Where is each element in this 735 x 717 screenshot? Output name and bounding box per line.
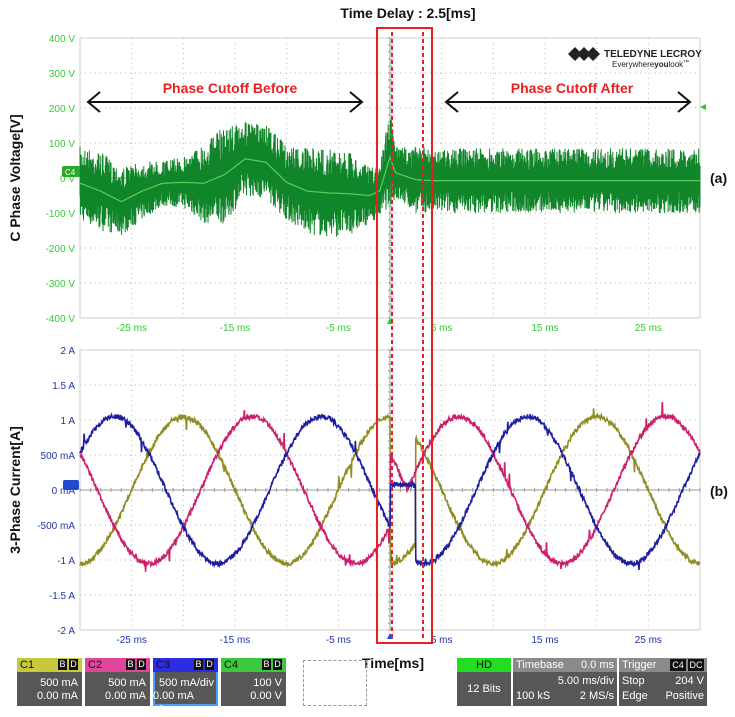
channel-flag: D: [69, 659, 78, 670]
trigger-coupling: DC: [688, 659, 704, 671]
channel-scale: 500 mA: [40, 677, 78, 689]
x-tick-label: 15 ms: [531, 323, 558, 334]
y-tick-label: -100 V: [46, 209, 76, 220]
y-tick-label: 0 V: [60, 174, 75, 185]
x-tick-label: -5 ms: [326, 635, 351, 646]
channel-offset: 0.00 mA: [105, 690, 146, 702]
channel-scale: 500 mA/div: [158, 677, 214, 689]
channel-flag: D: [137, 659, 146, 670]
x-tick-label: -15 ms: [220, 635, 251, 646]
x-tick-label: -25 ms: [116, 635, 147, 646]
y-tick-label: 1.5 A: [52, 381, 75, 392]
timebase-header: [513, 658, 617, 672]
timebase-label: Timebase: [516, 659, 564, 671]
trigger-label: Trigger: [622, 659, 657, 671]
channel-box-c4[interactable]: C4 B D 100 V 0.00 V: [221, 658, 286, 706]
delay-highlight-box: [376, 27, 433, 644]
x-tick-label: 25 ms: [635, 323, 662, 334]
svg-text:C4: C4: [65, 168, 76, 177]
channel-flag: B: [262, 659, 271, 670]
hd-box[interactable]: HD 12 Bits: [457, 658, 511, 706]
y-tick-label: 400 V: [49, 34, 75, 45]
cutoff-after-arrow: [444, 91, 692, 113]
channel-box-c3[interactable]: C3 B D 500 mA/div 0.00 mA ofst: [153, 658, 218, 716]
x-tick-label: 25 ms: [635, 635, 662, 646]
channel-scale: 500 mA: [108, 677, 146, 689]
x-tick-label: 15 ms: [531, 635, 558, 646]
x-tick-label: -5 ms: [326, 323, 351, 334]
trigger-box[interactable]: Trigger C4 DC Stop 204 V Edge Positive: [619, 658, 707, 706]
cutoff-before-arrow: [86, 91, 364, 113]
voltage-trace-c4: [79, 119, 701, 237]
trigger-channel: C4: [670, 659, 686, 671]
current-traces: [79, 401, 701, 572]
y-tick-label: -2 A: [57, 626, 75, 637]
x-axis-title: Time[ms]: [362, 655, 424, 671]
timebase-delay: 0.0 ms: [580, 659, 614, 671]
y-tick-label: 100 V: [49, 139, 75, 150]
y-axis-title-current: 3-Phase Current[A]: [7, 426, 23, 554]
trigger-level: 204 V: [675, 675, 704, 687]
y-tick-label: 200 V: [49, 104, 75, 115]
y-tick-label: 1 A: [61, 416, 76, 427]
channel-flag: B: [194, 659, 203, 670]
hd-label: HD: [457, 658, 511, 672]
current-ground-marker: [63, 480, 79, 490]
hd-bits: 12 Bits: [467, 683, 501, 695]
y-tick-label: -1.5 A: [49, 591, 75, 602]
y-tick-label: -300 V: [46, 279, 76, 290]
channel-flag: B: [58, 659, 67, 670]
current-trace-c1: [79, 408, 701, 569]
label-b: (b): [710, 483, 728, 499]
svg-text:Everywhereyoulook™: Everywhereyoulook™: [612, 59, 689, 69]
acquisition-info-bar: HD 12 Bits Timebase 0.0 ms 5.00 ms/div 1…: [457, 658, 707, 706]
channel-offset: 0.00 V: [250, 690, 282, 702]
y-tick-label: 0 mA: [52, 486, 76, 497]
x-tick-label: 5 ms: [431, 635, 453, 646]
timebase-box[interactable]: Timebase 0.0 ms 5.00 ms/div 100 kS 2 MS/…: [513, 658, 617, 706]
current-trace-c3: [79, 412, 701, 570]
teledyne-lecroy-logo: TELEDYNE LECROY Everywhereyoulook™: [568, 47, 702, 69]
empty-channel-slot: [303, 660, 367, 706]
cutoff-before-label: Phase Cutoff Before: [163, 80, 298, 96]
y-tick-label: 300 V: [49, 69, 75, 80]
channel-flag: B: [126, 659, 135, 670]
trigger-slope: Positive: [665, 690, 704, 702]
timebase-rate: 2 MS/s: [579, 690, 614, 702]
label-a: (a): [710, 170, 727, 186]
voltage-trace-c4-center: [79, 155, 700, 203]
voltage-tick-labels: 400 V 300 V 200 V 100 V 0 V -100 V -200 V -300 …: [46, 34, 662, 334]
channel-flag: D: [205, 659, 214, 670]
y-tick-label: -1 A: [57, 556, 75, 567]
timebase-per-div: 5.00 ms/div: [557, 675, 614, 687]
svg-text:TELEDYNE LECROY: TELEDYNE LECROY: [604, 49, 702, 60]
c4-channel-marker: C4: [62, 166, 80, 177]
voltage-traces: [79, 119, 701, 237]
channel-info-bar: C1 B D 500 mA 0.00 mA C2 B D 500 mA 0.00 mA C3 B D 50…: [17, 658, 367, 716]
trigger-type: Edge: [622, 690, 648, 702]
timebase-samples: 100 kS: [516, 690, 551, 702]
cutoff-after-label: Phase Cutoff After: [511, 80, 634, 96]
channel-offset: 0.00 mA ofst: [153, 690, 194, 716]
channel-box-c1[interactable]: C1 B D 500 mA 0.00 mA: [17, 658, 82, 706]
y-axis-title-voltage: C Phase Voltage[V]: [7, 114, 23, 241]
channel-offset: 0.00 mA: [37, 690, 78, 702]
channel-box-c2[interactable]: C2 B D 500 mA 0.00 mA: [85, 658, 150, 706]
x-tick-label: 5 ms: [431, 323, 453, 334]
y-tick-label: 2 A: [61, 346, 76, 357]
channel-flag: D: [273, 659, 282, 670]
x-tick-label: -15 ms: [220, 323, 251, 334]
y-tick-label: -500 mA: [37, 521, 75, 532]
trigger-level-marker: [700, 104, 706, 110]
y-tick-label: -200 V: [46, 244, 76, 255]
trigger-mode: Stop: [622, 675, 645, 687]
time-delay-title: Time Delay : 2.5[ms]: [340, 5, 475, 21]
x-tick-label: -25 ms: [116, 323, 147, 334]
channel-scale: 100 V: [253, 677, 282, 689]
y-tick-label: -400 V: [46, 314, 76, 325]
y-tick-label: 500 mA: [41, 451, 76, 462]
current-tick-labels: 2 A 1.5 A 1 A 500 mA 0 mA -500 mA -1 A -1.5 A -2…: [37, 346, 662, 646]
